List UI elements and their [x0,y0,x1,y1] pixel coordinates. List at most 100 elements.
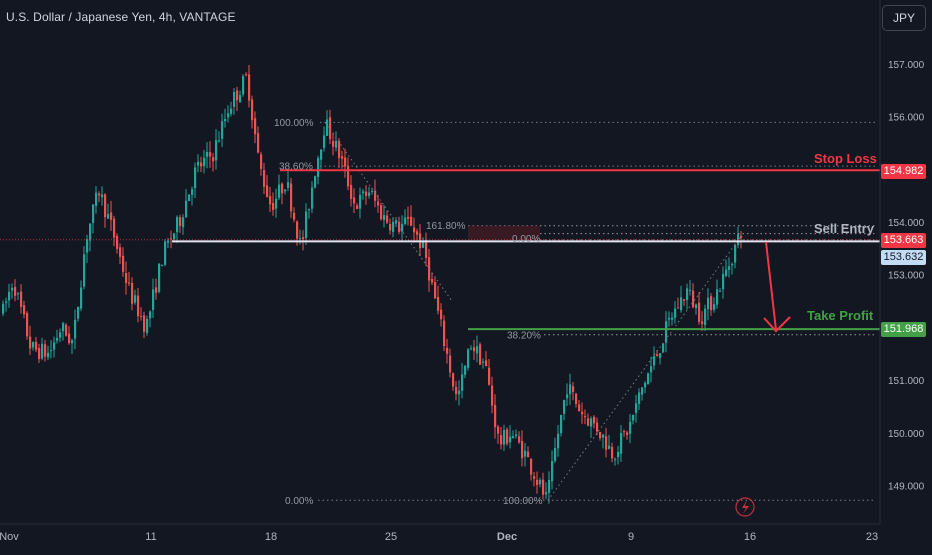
candle-body [623,431,626,433]
candle-body [86,239,89,253]
candle-body [431,278,434,283]
candle-body [569,384,572,395]
candle-body [167,240,170,243]
candle [515,429,518,439]
candle [92,204,95,234]
candle [488,359,491,386]
candle-body [362,191,365,194]
time-tick-label: 18 [265,531,277,543]
candle-body [242,76,245,95]
candle [398,216,401,235]
candle-body [131,283,134,304]
candle [389,218,392,235]
candle-body [236,90,239,101]
candle [422,237,425,249]
candle-body [77,306,80,319]
candle-body [686,288,689,300]
candle-body [590,418,593,427]
candle-body [374,190,377,201]
candle [59,328,62,343]
candle [278,174,281,201]
candle [134,289,137,305]
candle-body [389,224,392,231]
candle-body [206,151,209,157]
candle [146,315,149,336]
candle [353,188,356,214]
candle [128,271,131,286]
candle [704,304,707,331]
candle [119,243,122,265]
candle-body [587,418,590,426]
candle-body [338,140,341,158]
candle-body [668,317,671,320]
sell-entry-label: Sell Entry [814,221,874,236]
candle-body [65,324,68,336]
candle-body [128,282,131,284]
candle [530,458,533,481]
candle-body [8,291,11,301]
candle [197,154,200,173]
candle-body [233,92,236,107]
candle-body [674,308,677,318]
candle-body [17,293,20,295]
candle-body [491,385,494,406]
candle [56,329,59,344]
candle [206,142,209,169]
candle-body [5,301,8,303]
candle [191,186,194,206]
candle [503,424,506,452]
candle-body [59,332,62,338]
time-tick-label: 9 [628,531,634,543]
candle [251,95,254,129]
currency-button[interactable]: JPY [882,5,926,31]
candle-body [410,216,413,226]
candle [95,186,98,214]
candle-body [605,436,608,450]
fib-label-100: 100.00% [274,118,314,129]
candle-body [272,203,275,210]
candle [473,340,476,361]
candle [698,292,701,325]
candle [428,249,431,292]
candle [464,365,467,379]
candle [683,298,686,306]
time-tick-label: 16 [744,531,756,543]
time-tick-label: 11 [145,531,156,543]
candle [80,280,83,312]
candle [401,215,404,241]
candle-body [386,215,389,223]
candle-body [620,433,623,454]
candle-body [440,309,443,320]
candle [107,203,110,220]
candle [383,204,386,228]
candle [329,109,332,145]
candle [254,111,257,144]
candle-body [734,244,737,263]
price-tick-label: 153.000 [888,271,925,282]
candle-body [332,141,335,147]
candle [356,203,359,210]
candle-body [632,414,635,421]
candle [326,110,329,137]
candle-body [170,238,173,240]
time-tick-label: 23 [866,531,878,543]
candle [527,446,530,458]
candle-body [626,432,629,435]
candle [572,382,575,401]
candle-body [731,263,734,265]
candle-body [11,287,14,291]
candle [209,141,212,168]
candle-body [137,295,140,317]
candle-body [407,216,410,219]
candle [599,431,602,441]
candle-body [185,200,188,218]
candle-body [146,318,149,334]
candle [8,283,11,308]
candle [110,200,113,231]
candle-body [29,336,32,349]
fib-label-100-low: 100.00% [503,496,543,507]
candle-body [566,394,569,399]
candle [560,414,563,437]
